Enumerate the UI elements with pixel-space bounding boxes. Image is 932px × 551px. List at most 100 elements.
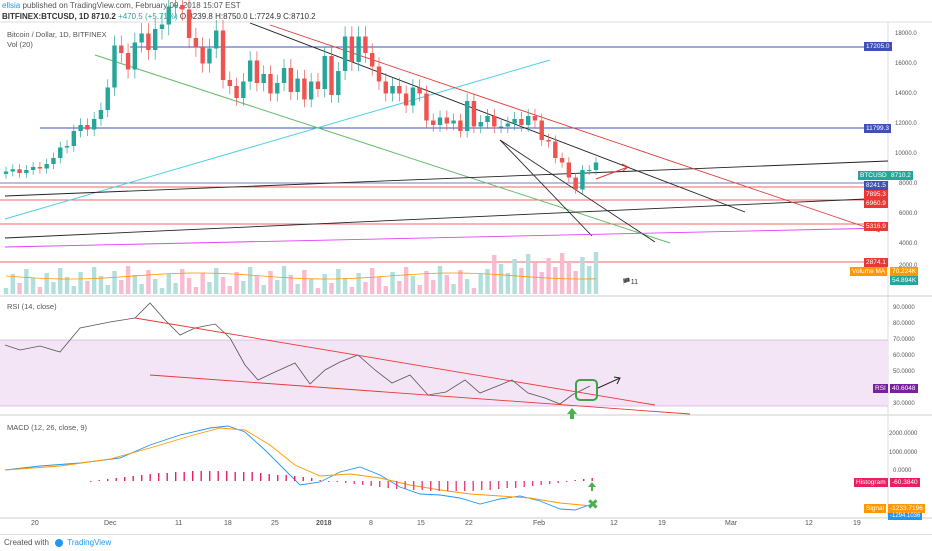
volume-bar [91, 267, 97, 294]
rsi-tick: 60.0000 [893, 353, 915, 359]
volume-bar [539, 272, 544, 294]
candle-body [363, 36, 368, 53]
candle-body [254, 60, 260, 83]
author-link[interactable]: ellsia [2, 1, 21, 10]
histogram-label: Histogram [854, 478, 888, 487]
volume-bar [85, 281, 90, 294]
candle-body [51, 158, 56, 164]
histogram-bar [447, 481, 449, 491]
candle-body [525, 116, 531, 125]
volume-indicator-label[interactable]: Vol (20) [7, 40, 33, 49]
histogram-bar [472, 481, 474, 491]
histogram-bar [438, 481, 440, 491]
candle-body [281, 68, 287, 83]
volume-bar [329, 283, 334, 294]
candle-body [390, 86, 395, 94]
level-badge-7895: 7895.3 [864, 190, 888, 199]
candle-body [498, 126, 504, 128]
price-tick: 18000.0 [895, 31, 917, 37]
rsi-breakout-highlight [575, 379, 598, 401]
candle-body [315, 81, 321, 89]
histogram-bar [268, 474, 270, 481]
candle-body [241, 81, 246, 98]
time-axis[interactable]: 20 Dec 11 18 25 2018 8 15 22 Feb 12 19 M… [0, 520, 932, 532]
signal-value: -1233.7196 [888, 504, 925, 513]
candle-body [173, 5, 178, 7]
volume-bar [390, 272, 395, 294]
candle-body [464, 101, 470, 131]
ohlc-close: C:8710.2 [283, 12, 316, 21]
candle-body [24, 170, 29, 173]
tradingview-brand-link[interactable]: TradingView [67, 538, 112, 547]
volume-bar [383, 286, 388, 294]
volume-bar [220, 277, 226, 294]
time-tick: 19 [658, 520, 666, 527]
flag-icon: 🏴 [622, 279, 631, 286]
rsi-pane-title[interactable]: RSI (14, close) [7, 302, 57, 311]
histogram-bar [583, 479, 585, 481]
time-tick: 12 [610, 520, 618, 527]
histogram-bar [234, 472, 236, 481]
candle-body [186, 9, 192, 38]
candle-body [98, 110, 104, 119]
volume-bar [349, 287, 355, 294]
histogram-bar [557, 481, 559, 483]
candle-body [424, 93, 429, 121]
volume-bar [166, 274, 171, 294]
ohlc-open: O:8239.8 [179, 12, 213, 21]
volume-bar [193, 287, 199, 294]
price-tick: 8000.0 [899, 181, 918, 187]
histogram-bar [260, 473, 262, 481]
volume-bar [105, 285, 110, 294]
volume-bar [78, 272, 83, 294]
magenta-trendline [4, 227, 889, 248]
last-price-badge: 8710.2 [889, 171, 913, 180]
volume-bar [370, 268, 375, 294]
volume-bar [295, 284, 300, 294]
volume-bar [234, 272, 239, 294]
histogram-bar [532, 481, 534, 486]
candle-body [417, 87, 422, 94]
volume-bar [214, 268, 219, 294]
macd-tick: 0.0000 [893, 468, 912, 474]
time-tick: 15 [417, 520, 425, 527]
candle-body [505, 123, 511, 127]
candle-body [566, 162, 572, 178]
histogram-bar [277, 475, 279, 481]
candle-body [207, 48, 212, 64]
histogram-bar [498, 481, 500, 489]
histogram-bar [311, 478, 313, 481]
candle-body [356, 36, 361, 62]
histogram-bar [158, 473, 160, 481]
candle-body [200, 47, 205, 64]
volume-bar [51, 282, 56, 294]
events-marker[interactable]: 🏴11 [622, 278, 638, 288]
histogram-bar [515, 481, 517, 488]
volume-bar [397, 281, 402, 294]
level-badge-6960: 6960.9 [864, 199, 888, 208]
candle-body [593, 162, 599, 170]
symbol-name[interactable]: BITFINEX:BTCUSD, 1D [2, 12, 90, 21]
volume-bar [431, 280, 436, 294]
created-with-label: Created with [4, 538, 49, 547]
symbol-badge: BTCUSD [858, 171, 889, 180]
histogram-bar [336, 481, 338, 482]
black-trendline-desc [249, 22, 746, 213]
chart-canvas[interactable]: ✖ [0, 0, 932, 534]
volume-bar [376, 277, 382, 294]
candle-body [451, 120, 456, 124]
volume-bar [200, 273, 205, 294]
projection-arrow-head [621, 163, 629, 172]
rsi-tick: 90.0000 [893, 305, 915, 311]
candle-body [275, 83, 280, 94]
macd-pane-title[interactable]: MACD (12, 26, close, 9) [7, 423, 88, 432]
volume-bar [207, 282, 212, 294]
macd-value: -1294.1036 [888, 513, 923, 520]
volume-bar [498, 264, 504, 294]
volume-bar [10, 274, 15, 294]
histogram-bar [107, 479, 109, 481]
candle-body [268, 74, 273, 94]
volume-ma-value: 70.224K [890, 267, 919, 276]
price-change: +470.5 (+5.71%) [118, 12, 178, 21]
candle-body [261, 74, 266, 83]
